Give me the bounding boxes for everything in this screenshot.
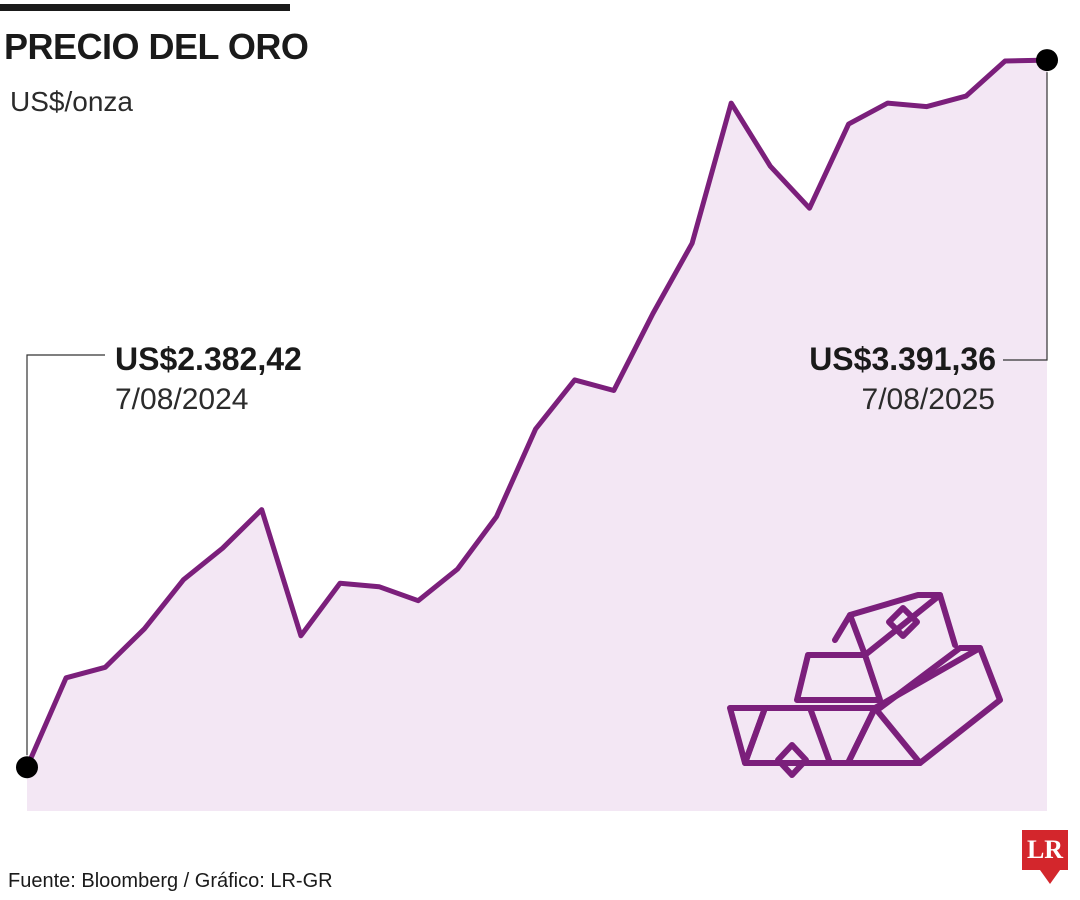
top-rule (0, 4, 290, 11)
start-date-label: 7/08/2024 (115, 383, 249, 416)
end-date-label: 7/08/2025 (861, 383, 995, 416)
chart-title: PRECIO DEL ORO (4, 26, 309, 67)
start-price-label: US$2.382,42 (115, 341, 302, 377)
start-point-marker (16, 756, 38, 779)
lr-logo: LR (1022, 830, 1068, 870)
gold-bars-icon (727, 592, 1003, 778)
source-note: Fuente: Bloomberg / Gráfico: LR-GR (8, 870, 333, 892)
lr-logo-tail (1040, 870, 1060, 884)
end-leader-line (1003, 72, 1048, 361)
chart-unit: US$/onza (10, 86, 133, 117)
area-fill (27, 60, 1047, 812)
price-line (24, 57, 1050, 770)
start-leader-line (26, 354, 105, 756)
end-price-label: US$3.391,36 (809, 341, 996, 377)
end-point-marker (1036, 49, 1058, 72)
